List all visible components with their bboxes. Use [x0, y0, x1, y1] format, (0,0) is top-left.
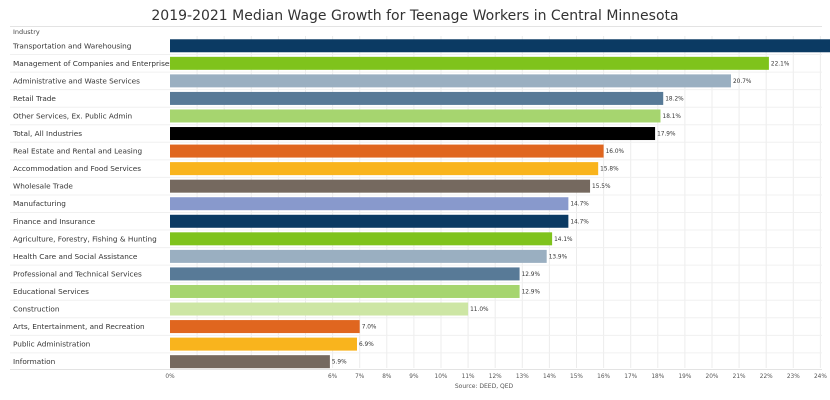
data-label: 11.0%: [470, 307, 489, 313]
bar: [170, 355, 330, 369]
data-label: 20.7%: [733, 79, 752, 85]
data-label: 6.9%: [359, 342, 374, 348]
x-tick-label: 7%: [355, 374, 365, 380]
category-label: Professional and Technical Services: [13, 269, 142, 278]
data-label: 18.2%: [665, 96, 684, 102]
bar: [170, 179, 591, 193]
bar: [170, 337, 357, 351]
x-tick-label: 11%: [462, 374, 475, 380]
data-label: 17.9%: [657, 132, 676, 138]
data-label: 14.7%: [570, 202, 589, 208]
category-label: Arts, Entertainment, and Recreation: [13, 322, 145, 331]
category-label: Administrative and Waste Services: [13, 76, 140, 85]
bar: [170, 302, 469, 316]
bar: [170, 284, 520, 298]
x-tick-label: 12%: [489, 374, 502, 380]
category-label: Transportation and Warehousing: [12, 41, 131, 50]
x-tick-label: 20%: [706, 374, 719, 380]
bar: [170, 127, 656, 141]
category-label: Construction: [13, 305, 59, 314]
bar: [170, 39, 830, 53]
category-label: Public Administration: [13, 340, 90, 349]
category-label: Finance and Insurance: [13, 217, 96, 226]
chart-panel: [10, 26, 822, 370]
x-tick-label: 13%: [516, 374, 529, 380]
x-tick-label: 8%: [382, 374, 392, 380]
category-label: Total, All Industries: [12, 129, 82, 138]
bar: [170, 91, 664, 105]
chart-title: 2019-2021 Median Wage Growth for Teenage…: [151, 8, 679, 24]
bar: [170, 249, 547, 263]
category-label: Agriculture, Forestry, Fishing & Hunting: [13, 234, 157, 243]
x-tick-label: 22%: [760, 374, 773, 380]
data-label: 14.1%: [554, 237, 573, 243]
data-label: 12.9%: [522, 272, 541, 278]
bar: [170, 144, 604, 158]
category-label: Retail Trade: [13, 94, 56, 103]
data-label: 22.1%: [771, 61, 790, 67]
data-label: 12.9%: [522, 289, 541, 295]
bar: [170, 162, 599, 176]
data-label: 15.8%: [600, 167, 619, 173]
x-tick-label: 10%: [435, 374, 448, 380]
data-label: 5.9%: [332, 360, 347, 366]
x-tick-label: 14%: [543, 374, 556, 380]
bar: [170, 197, 569, 211]
bar: [170, 109, 661, 123]
category-label: Wholesale Trade: [13, 182, 73, 191]
x-tick-label: 19%: [678, 374, 691, 380]
category-label: Information: [13, 357, 55, 366]
data-label: 14.7%: [570, 219, 589, 225]
bar: [170, 74, 731, 88]
x-tick-label: 23%: [787, 374, 800, 380]
x-tick-label: 18%: [651, 374, 664, 380]
data-label: 16.0%: [606, 149, 625, 155]
data-label: 15.5%: [592, 184, 611, 190]
x-tick-label: 16%: [597, 374, 610, 380]
x-tick-label: 15%: [570, 374, 583, 380]
row-header: Industry: [13, 28, 40, 36]
category-label: Real Estate and Rental and Leasing: [13, 147, 142, 156]
category-label: Health Care and Social Assistance: [13, 252, 138, 261]
data-label: 7.0%: [362, 325, 377, 331]
x-tick-label: 9%: [409, 374, 419, 380]
bar: [170, 232, 553, 246]
category-label: Manufacturing: [13, 199, 66, 208]
bar: [170, 56, 769, 70]
data-label: 18.1%: [663, 114, 682, 120]
bar: [170, 320, 360, 334]
data-label: 13.9%: [549, 254, 568, 260]
category-label: Accommodation and Food Services: [13, 164, 141, 173]
bar: [170, 267, 520, 281]
category-label: Educational Services: [13, 287, 89, 296]
x-tick-label: 0%: [165, 374, 175, 380]
x-tick-label: 24%: [814, 374, 827, 380]
x-tick-label: 6%: [328, 374, 338, 380]
bar: [170, 214, 569, 228]
x-tick-label: 21%: [733, 374, 746, 380]
x-tick-label: 17%: [624, 374, 637, 380]
source-text: Source: DEED, QED: [454, 383, 514, 390]
category-label: Other Services, Ex. Public Admin: [13, 111, 132, 120]
category-label: Management of Companies and Enterprises: [13, 59, 173, 68]
